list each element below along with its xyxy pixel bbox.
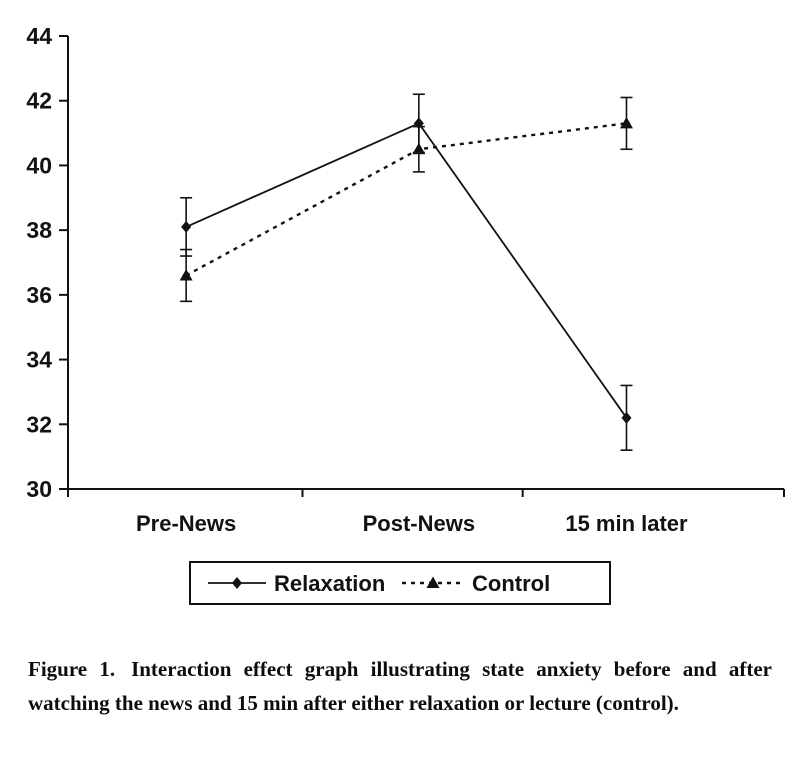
legend-box <box>189 561 611 605</box>
y-tick-label: 44 <box>26 23 52 49</box>
diamond-marker <box>232 577 242 589</box>
anxiety-line-chart: 30 32 34 36 38 40 42 44 Pre-News Post-News 15 min … <box>26 23 785 605</box>
figure-caption: Figure 1. Interaction effect graph illust… <box>28 652 772 720</box>
series-line-control <box>185 122 627 277</box>
figure-caption-label: Figure 1. <box>28 657 116 681</box>
y-tick-label: 38 <box>26 217 52 243</box>
y-tick-label: 40 <box>26 152 52 178</box>
y-tick-label: 42 <box>26 88 52 114</box>
triangle-marker <box>179 268 193 281</box>
x-category-label: Post-News <box>363 511 475 536</box>
series-line-relaxation <box>185 122 628 419</box>
y-tick-label: 34 <box>26 347 52 373</box>
legend-label-relaxation: Relaxation <box>274 571 385 596</box>
x-category-label: Pre-News <box>136 511 236 536</box>
figure-caption-text: Interaction effect graph illustrating st… <box>28 657 772 715</box>
y-tick-label: 30 <box>26 476 52 502</box>
y-tick-label: 36 <box>26 282 52 308</box>
figure-panel: 30 32 34 36 38 40 42 44 Pre-News Post-News 15 min … <box>26 23 785 720</box>
triangle-marker <box>619 116 633 129</box>
x-category-label: 15 min later <box>565 511 688 536</box>
diamond-marker <box>621 411 632 424</box>
legend-label-control: Control <box>472 571 550 596</box>
diamond-marker <box>181 220 192 233</box>
triangle-marker <box>426 576 440 588</box>
y-tick-label: 32 <box>26 411 52 437</box>
triangle-marker <box>412 142 426 155</box>
